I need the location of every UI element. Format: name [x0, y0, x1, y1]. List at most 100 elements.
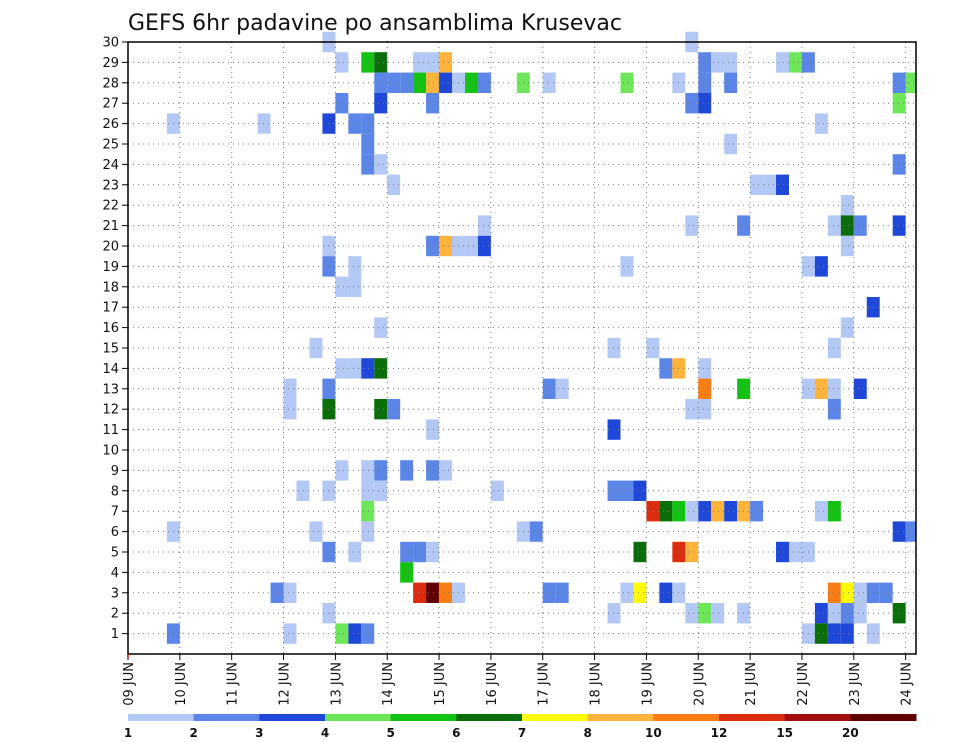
x-tick-label: 14 JUN	[381, 662, 396, 706]
precip-cell	[361, 133, 375, 155]
precip-cell	[374, 460, 388, 481]
x-tick-label: 24 JUN	[900, 662, 915, 706]
precip-cell	[633, 541, 647, 563]
precip-cell	[814, 501, 828, 522]
y-tick-label: 16	[102, 321, 119, 336]
precip-cell	[555, 582, 569, 603]
precip-cell	[620, 256, 634, 277]
y-tick-label: 27	[102, 97, 119, 112]
precip-cell	[698, 72, 712, 93]
x-tick-label: 11 JUN	[226, 662, 241, 706]
precip-cell	[776, 52, 789, 73]
precip-cell	[853, 603, 867, 624]
y-tick-label: 20	[102, 240, 119, 255]
y-tick-label: 7	[111, 505, 119, 520]
precip-cell	[827, 603, 841, 624]
precip-cell	[374, 317, 388, 338]
y-tick-label: 8	[111, 484, 119, 499]
precip-cell	[892, 72, 906, 93]
chart-title: GEFS 6hr padavine po ansamblima Krusevac	[128, 11, 622, 36]
precip-cell	[698, 603, 712, 624]
legend-swatch	[325, 714, 392, 721]
legend-label: 4	[321, 726, 329, 740]
y-tick-label: 4	[111, 566, 119, 581]
precip-cell	[283, 378, 297, 399]
legend-label: 1	[124, 726, 132, 740]
y-tick-label: 1	[111, 627, 119, 642]
precip-cell	[426, 72, 440, 93]
precip-cell	[840, 215, 854, 236]
y-tick-label: 21	[102, 219, 119, 234]
x-tick-label: 17 JUN	[537, 662, 552, 706]
precip-cell	[439, 582, 453, 603]
legend-swatch	[522, 714, 589, 721]
x-tick-label: 15 JUN	[433, 662, 448, 706]
precip-cell	[711, 52, 725, 73]
legend-label: 2	[189, 726, 197, 740]
y-tick-label: 25	[102, 138, 119, 153]
precip-cell	[400, 562, 414, 583]
precip-cell	[646, 501, 660, 522]
precip-cell	[374, 52, 388, 73]
x-tick-label: 20 JUN	[692, 662, 707, 706]
precip-cell	[711, 501, 725, 522]
precip-cell	[814, 378, 828, 399]
precip-cell	[879, 582, 893, 603]
precip-cell	[413, 541, 427, 563]
precip-cell	[464, 235, 478, 257]
precip-cell	[827, 623, 841, 644]
y-tick-label: 29	[102, 56, 119, 71]
y-axis-ticks: 1234567891011121314151617181920212223242…	[102, 36, 128, 642]
precip-cell	[348, 256, 362, 277]
precip-cell	[439, 235, 453, 257]
precip-cell	[309, 337, 323, 359]
precip-cell	[400, 460, 414, 481]
precip-cell	[607, 337, 621, 359]
precip-cell	[335, 276, 349, 297]
precip-cell	[361, 52, 375, 73]
x-tick-label: 19 JUN	[640, 662, 655, 706]
y-tick-label: 10	[102, 444, 119, 459]
precip-cell	[607, 419, 621, 440]
precip-cell	[607, 603, 621, 624]
precip-cell	[270, 582, 284, 603]
legend-swatch	[587, 714, 654, 721]
precip-cell	[814, 603, 828, 624]
precip-cell	[426, 541, 440, 563]
precip-cell	[348, 358, 362, 379]
precip-cell	[490, 480, 504, 501]
precip-cell	[426, 419, 440, 440]
y-tick-label: 26	[102, 117, 119, 132]
y-tick-label: 11	[102, 423, 119, 438]
legend-swatch	[784, 714, 851, 721]
precip-cell	[853, 378, 867, 399]
legend-swatch	[653, 714, 720, 721]
precip-cell	[283, 623, 297, 644]
precip-cell	[309, 521, 323, 542]
precip-cell	[892, 603, 906, 624]
precip-cell	[335, 52, 349, 73]
precip-cell	[892, 154, 906, 175]
precip-cell	[698, 358, 712, 379]
precip-cell	[620, 480, 634, 501]
y-tick-label: 5	[111, 546, 119, 561]
x-tick-label: 16 JUN	[485, 662, 500, 706]
precip-cell	[283, 399, 297, 420]
precip-cell	[840, 582, 854, 603]
precip-cell	[477, 235, 491, 257]
precip-cell	[413, 52, 427, 73]
precip-cell	[607, 480, 621, 501]
legend-swatch	[719, 714, 786, 721]
legend-label: 15	[776, 726, 793, 740]
precip-cell	[413, 72, 427, 93]
x-tick-label: 13 JUN	[329, 662, 344, 706]
precip-cell	[763, 174, 777, 195]
y-tick-label: 12	[102, 403, 119, 418]
legend-label: 3	[255, 726, 263, 740]
precip-cell	[776, 174, 789, 195]
legend-label: 20	[842, 726, 859, 740]
precip-cell	[892, 93, 906, 114]
precip-cell	[296, 480, 310, 501]
precip-cell	[724, 133, 738, 155]
precip-cell	[361, 154, 375, 175]
